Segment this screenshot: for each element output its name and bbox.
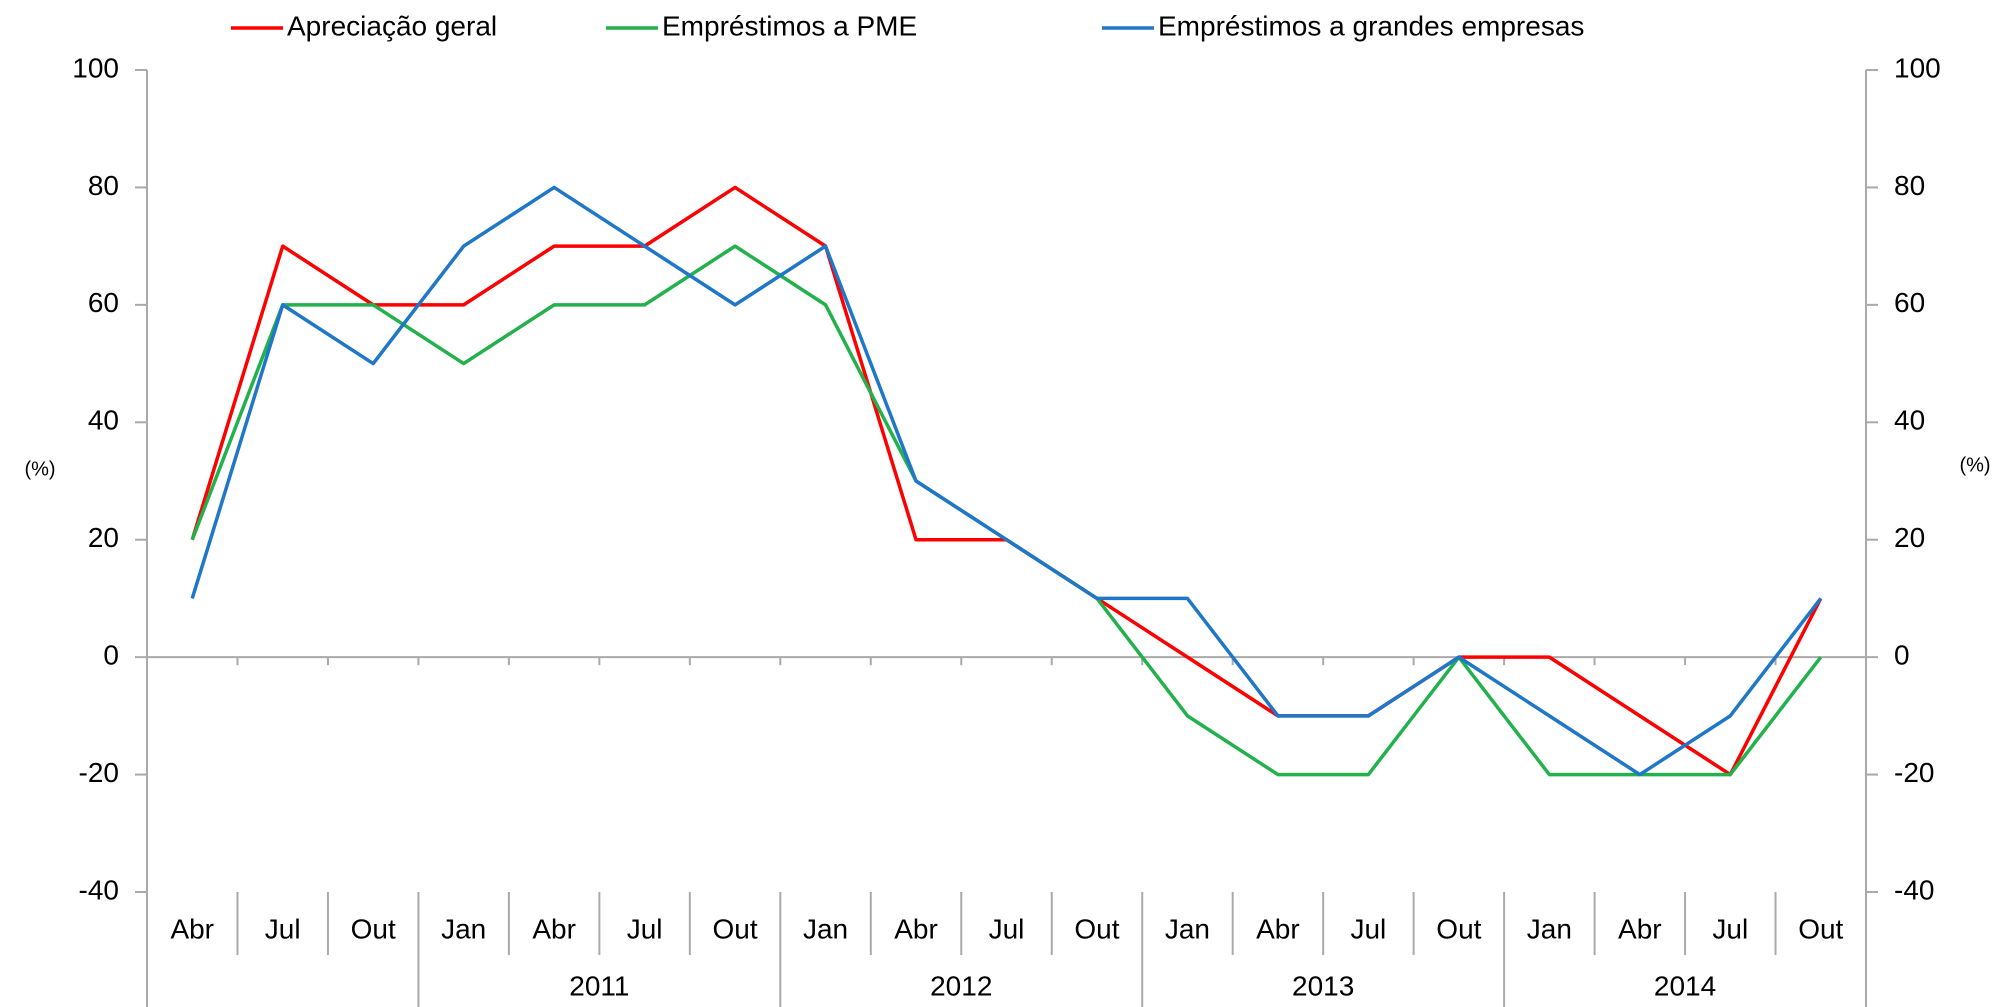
x-tick-label: Abr — [894, 913, 938, 944]
x-tick-label: Abr — [170, 913, 214, 944]
series-line — [190, 244, 1823, 777]
y2-tick-label: 0 — [1894, 640, 1910, 671]
y2-tick-label: 100 — [1894, 52, 1941, 83]
x-tick-label: Jan — [803, 913, 848, 944]
y2-axis-label: (%) — [1959, 454, 1990, 476]
x-tick-label: Jan — [1165, 913, 1210, 944]
x-tick-label: Jan — [1527, 913, 1572, 944]
x-tick-label: Jul — [627, 913, 663, 944]
series-line — [190, 185, 1823, 777]
x-tick-label: Out — [1798, 913, 1843, 944]
x-tick-label: Jul — [1350, 913, 1386, 944]
y-axis-label: (%) — [24, 458, 55, 480]
year-label: 2014 — [1654, 970, 1716, 1001]
x-tick-label: Abr — [532, 913, 576, 944]
y-tick-label: 100 — [72, 52, 119, 83]
x-tick-label: Abr — [1256, 913, 1300, 944]
y-tick-label: 40 — [88, 405, 119, 436]
x-tick-label: Out — [1074, 913, 1119, 944]
y-tick-label: -20 — [79, 757, 119, 788]
year-label: 2012 — [930, 970, 992, 1001]
x-tick-label: Jan — [441, 913, 486, 944]
y-tick-label: 20 — [88, 522, 119, 553]
legend-label: Empréstimos a PME — [662, 10, 917, 41]
y-tick-label: 60 — [88, 287, 119, 318]
y2-tick-label: -40 — [1894, 874, 1934, 905]
legend-label: Empréstimos a grandes empresas — [1158, 10, 1584, 41]
year-label: 2013 — [1292, 970, 1354, 1001]
legend-label: Apreciação geral — [287, 10, 497, 41]
y2-tick-label: 20 — [1894, 522, 1925, 553]
x-tick-label: Jul — [989, 913, 1025, 944]
x-tick-label: Out — [713, 913, 758, 944]
year-label: 2011 — [569, 970, 629, 1001]
y2-tick-label: -20 — [1894, 757, 1934, 788]
x-tick-label: Out — [351, 913, 396, 944]
y-tick-label: 80 — [88, 170, 119, 201]
y-tick-label: 0 — [103, 640, 119, 671]
x-tick-label: Out — [1436, 913, 1481, 944]
x-tick-label: Jul — [1712, 913, 1748, 944]
y2-tick-label: 80 — [1894, 170, 1925, 201]
x-tick-label: Abr — [1618, 913, 1662, 944]
y2-tick-label: 60 — [1894, 287, 1925, 318]
series-line — [190, 185, 1823, 777]
y2-tick-label: 40 — [1894, 405, 1925, 436]
y-tick-label: -40 — [79, 874, 119, 905]
x-tick-label: Jul — [265, 913, 301, 944]
